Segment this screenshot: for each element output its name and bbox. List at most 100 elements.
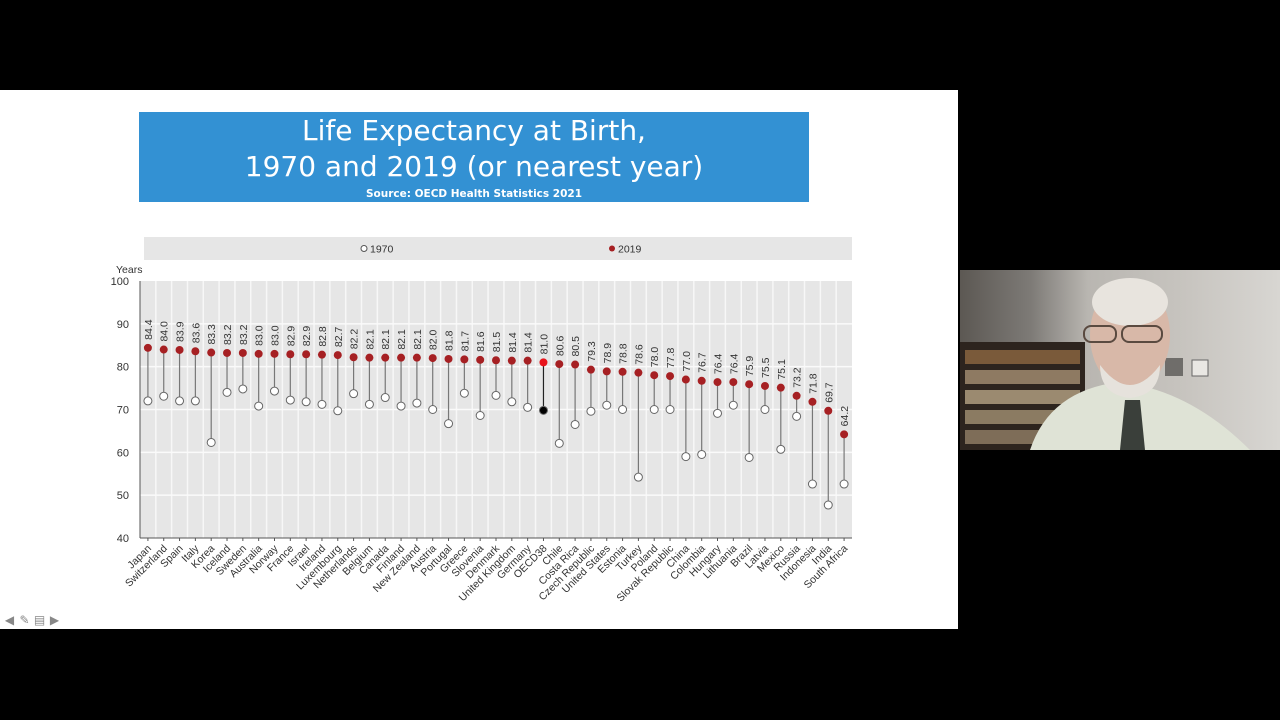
point-2019-switzerland <box>159 345 168 354</box>
data-label-2019: 81.7 <box>459 331 471 352</box>
data-label-2019: 84.0 <box>159 321 171 342</box>
y-tick-label: 40 <box>117 533 129 545</box>
data-label-2019: 82.1 <box>412 329 424 350</box>
presenter-hair <box>1092 278 1168 326</box>
point-2019-iceland <box>223 348 232 357</box>
data-label-2019: 82.1 <box>396 329 408 350</box>
presenter-beard <box>1100 365 1160 398</box>
data-label-2019: 82.0 <box>428 330 440 351</box>
data-label-2019: 80.6 <box>554 336 566 357</box>
data-label-2019: 82.9 <box>301 326 313 347</box>
point-1970-austria <box>428 405 438 414</box>
data-label-2019: 82.2 <box>349 329 361 350</box>
point-2019-spain <box>175 345 184 354</box>
point-1970-chile <box>554 438 564 448</box>
point-2019-slovenia <box>476 355 485 364</box>
glasses-icon <box>1083 325 1117 343</box>
point-1970-latvia <box>760 405 770 414</box>
presenter-video <box>960 278 1250 450</box>
data-label-2019: 78.8 <box>618 343 630 364</box>
point-1970-brazil <box>744 452 754 462</box>
point-2019-germany <box>523 356 532 365</box>
data-label-2019: 82.1 <box>380 329 392 350</box>
legend-bar <box>144 237 852 260</box>
data-label-2019: 78.9 <box>602 343 614 364</box>
data-label-2019: 82.8 <box>317 326 329 347</box>
data-label-2019: 76.4 <box>713 353 725 374</box>
point-2019-lithuania <box>729 378 738 387</box>
point-1970-costa-rica <box>570 419 580 429</box>
y-tick-label: 70 <box>117 405 129 417</box>
point-2019-luxembourg <box>333 351 342 360</box>
data-label-2019: 81.5 <box>491 332 503 353</box>
point-1970-france <box>285 395 295 405</box>
presenter-webcam-feed <box>960 270 1280 450</box>
point-1970-netherlands <box>349 389 359 399</box>
point-1970-colombia <box>697 449 707 459</box>
point-1970-new-zealand <box>412 398 422 408</box>
point-2019-australia <box>254 349 263 358</box>
point-1970-australia <box>254 401 264 411</box>
data-label-2019: 83.0 <box>254 325 266 346</box>
point-1970-united-kingdom <box>507 397 517 407</box>
legend-2019-label: 2019 <box>618 244 642 256</box>
pen-icon[interactable]: ✎ <box>19 613 30 627</box>
life-expectancy-chart: 1970 2019 Years 40506070809010084.4Japan… <box>111 237 852 604</box>
data-label-2019: 80.5 <box>570 336 582 357</box>
point-1970-denmark <box>491 390 501 400</box>
data-label-2019: 77.0 <box>681 351 693 372</box>
data-label-2019: 84.4 <box>143 319 155 340</box>
point-1970-estonia <box>618 405 628 414</box>
data-label-2019: 76.4 <box>728 353 740 374</box>
slide-title-line1: Life Expectancy at Birth, <box>302 114 646 147</box>
data-label-2019: 81.4 <box>523 332 535 353</box>
point-1970-turkey <box>633 472 643 482</box>
slide-navigation: ◀ ✎ ▤ ▶ <box>3 613 61 627</box>
y-tick-label: 50 <box>117 490 129 502</box>
legend-2019-marker <box>609 245 615 252</box>
point-2019-turkey <box>634 368 643 377</box>
y-tick-label: 100 <box>111 276 129 288</box>
point-2019-greece <box>460 355 469 364</box>
point-2019-norway <box>270 349 279 358</box>
data-label-2019: 73.2 <box>792 367 804 388</box>
point-2019-colombia <box>697 376 706 385</box>
y-tick-label: 60 <box>117 447 129 459</box>
point-1970-slovenia <box>475 410 485 420</box>
point-1970-italy <box>190 396 200 406</box>
point-1970-japan <box>143 396 153 406</box>
next-arrow-icon[interactable]: ▶ <box>49 613 60 627</box>
data-label-2019: 83.3 <box>206 324 218 345</box>
point-2019-netherlands <box>349 353 358 362</box>
point-1970-luxembourg <box>333 406 343 416</box>
y-axis-label: Years <box>116 264 142 276</box>
title-banner: Life Expectancy at Birth, 1970 and 2019 … <box>139 112 809 202</box>
slide-menu-icon[interactable]: ▤ <box>33 613 46 627</box>
point-1970-norway <box>269 386 279 396</box>
point-1970-germany <box>523 402 533 412</box>
point-2019-israel <box>302 350 311 359</box>
point-2019-poland <box>650 371 659 380</box>
data-label-2019: 82.1 <box>364 329 376 350</box>
point-2019-china <box>681 375 690 384</box>
data-label-2019: 81.4 <box>507 332 519 353</box>
point-2019-hungary <box>713 378 722 387</box>
point-2019-france <box>286 350 295 359</box>
point-2019-russia <box>792 391 801 400</box>
point-2019-sweden <box>238 348 247 357</box>
point-1970-sweden <box>238 384 248 394</box>
previous-arrow-icon[interactable]: ◀ <box>4 613 15 627</box>
point-2019-austria <box>428 354 437 363</box>
point-2019-india <box>824 406 833 415</box>
point-1970-india <box>823 500 833 510</box>
point-1970-canada <box>380 393 390 403</box>
data-label-2019: 75.1 <box>776 359 788 380</box>
point-2019-latvia <box>760 381 769 390</box>
slide-source: Source: OECD Health Statistics 2021 <box>365 188 583 200</box>
data-label-2019: 78.6 <box>633 344 645 365</box>
slide-title-line2: 1970 and 2019 (or nearest year) <box>244 150 704 183</box>
point-1970-russia <box>792 411 802 421</box>
point-2019-japan <box>143 343 152 352</box>
point-1970-israel <box>301 397 311 407</box>
point-1970-mexico <box>776 444 786 454</box>
